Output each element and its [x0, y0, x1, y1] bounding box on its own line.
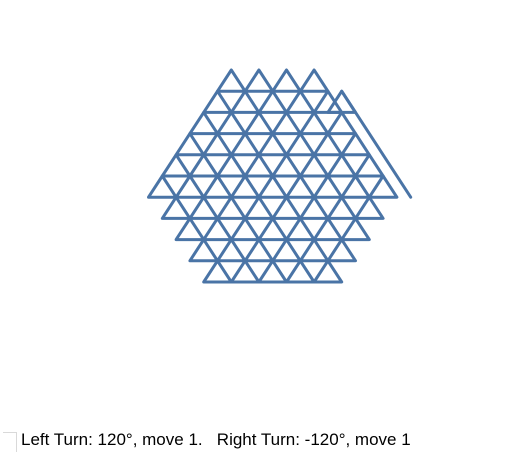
lattice-triangle [218, 197, 246, 218]
lattice-triangle [218, 240, 246, 261]
lattice-triangle [190, 240, 218, 261]
lattice-triangle [273, 240, 301, 261]
lattice-triangle [190, 155, 218, 176]
lattice-triangle [245, 70, 273, 91]
lattice-triangle [328, 197, 356, 218]
lattice-triangle [259, 261, 287, 282]
triangle-lattice-figure [0, 0, 513, 400]
caption-text: Left Turn: 120°, move 1. Right Turn: -12… [21, 430, 411, 450]
lattice-triangle [231, 91, 259, 112]
lattice-triangle [245, 240, 273, 261]
lattice-triangle [273, 112, 301, 133]
lattice-triangle [287, 176, 315, 197]
lattice-triangle [190, 197, 218, 218]
lattice-triangle [300, 155, 328, 176]
lattice-triangle [204, 91, 232, 112]
lattice-triangle [176, 176, 204, 197]
lattice-triangle [231, 218, 259, 239]
lattice-triangle [204, 261, 232, 282]
lattice-triangle [356, 155, 384, 176]
lattice-triangle [287, 91, 315, 112]
lattice-triangle [218, 70, 246, 91]
lattice-triangle [342, 218, 370, 239]
lattice-triangle [342, 134, 370, 155]
lattice-triangle [176, 134, 204, 155]
caption-row: Left Turn: 120°, move 1. Right Turn: -12… [0, 428, 513, 452]
lattice-triangle [162, 155, 190, 176]
lattice-triangle [314, 176, 342, 197]
lattice-triangle [231, 134, 259, 155]
lattice-triangle [356, 197, 384, 218]
lattice-triangle [300, 70, 328, 91]
triangle-lattice [149, 70, 411, 282]
lattice-triangle [300, 240, 328, 261]
lattice-extra-triangle [328, 91, 356, 112]
lattice-triangle [300, 112, 328, 133]
lattice-triangle [287, 218, 315, 239]
lattice-triangle [300, 197, 328, 218]
lattice-triangle [328, 155, 356, 176]
lattice-triangle [314, 134, 342, 155]
lattice-triangle [245, 155, 273, 176]
text-cursor-mark [3, 432, 17, 452]
lattice-triangle [273, 70, 301, 91]
lattice-triangle [314, 218, 342, 239]
lattice-triangle [259, 134, 287, 155]
lattice-triangle [259, 176, 287, 197]
lattice-triangle [314, 261, 342, 282]
lattice-triangle [287, 261, 315, 282]
lattice-triangle [231, 261, 259, 282]
lattice-triangle [259, 91, 287, 112]
lattice-triangle [218, 112, 246, 133]
lattice-triangle [204, 134, 232, 155]
lattice-triangle [204, 218, 232, 239]
lattice-triangle [328, 112, 356, 133]
lattice-triangle [245, 112, 273, 133]
lattice-triangle [190, 112, 218, 133]
lattice-triangle [314, 91, 342, 112]
lattice-triangle [328, 240, 356, 261]
lattice-triangle [176, 218, 204, 239]
lattice-triangle [273, 197, 301, 218]
lattice-triangle [204, 176, 232, 197]
lattice-triangle [342, 176, 370, 197]
lattice-triangle [245, 197, 273, 218]
lattice-triangle [287, 134, 315, 155]
lattice-triangle [273, 155, 301, 176]
lattice-triangle [149, 176, 177, 197]
lattice-triangle [162, 197, 190, 218]
lattice-triangle [259, 218, 287, 239]
lattice-triangle [369, 176, 397, 197]
lattice-triangle [218, 155, 246, 176]
lattice-triangle [231, 176, 259, 197]
